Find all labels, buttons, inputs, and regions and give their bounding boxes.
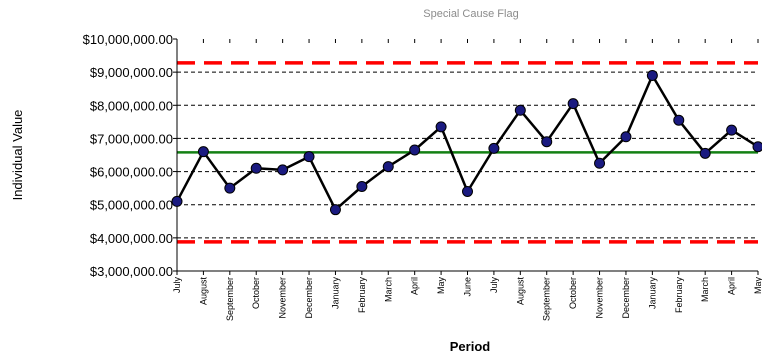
x-tick-label: January <box>647 277 657 310</box>
x-axis-title: Period <box>450 339 491 354</box>
x-tick-label: February <box>357 277 367 314</box>
data-point <box>250 162 262 174</box>
axes <box>176 39 758 272</box>
x-tick-label: October <box>251 277 261 309</box>
x-tick-label: November <box>278 277 288 319</box>
data-point <box>462 185 473 197</box>
legend-label: Special Cause Flag <box>423 8 518 20</box>
x-tick-label: December <box>621 277 631 319</box>
y-tick-label: $4,000,000.00 <box>90 231 173 246</box>
x-tick-label: August <box>515 277 525 306</box>
limit-lines <box>177 61 758 244</box>
x-tick-label: January <box>330 277 340 310</box>
x-tick-label: July <box>172 277 182 294</box>
data-point <box>224 182 236 194</box>
x-tick-label: November <box>595 277 605 319</box>
data-point <box>329 204 341 216</box>
x-tick-label: May <box>753 277 762 295</box>
y-tick-label: $6,000,000.00 <box>90 165 173 180</box>
x-tick-label: June <box>463 277 473 297</box>
series-individual-value <box>171 69 762 216</box>
data-point <box>646 69 658 81</box>
data-point <box>356 180 368 192</box>
data-point <box>699 147 711 159</box>
data-point <box>594 157 606 169</box>
x-tick-label: March <box>383 277 393 302</box>
data-point <box>197 146 209 158</box>
data-point <box>752 141 762 153</box>
x-axis-ticks: July August September October November Decemb… <box>172 39 762 321</box>
x-tick-label: April <box>410 277 420 295</box>
x-tick-label: October <box>568 277 578 309</box>
y-tick-label: $8,000,000.00 <box>90 98 173 113</box>
x-tick-label: December <box>304 277 314 319</box>
data-point <box>435 121 447 133</box>
gridlines <box>177 71 758 239</box>
y-tick-label: $10,000,000.00 <box>83 32 173 47</box>
data-point <box>620 131 632 143</box>
x-tick-label: February <box>674 277 684 314</box>
y-axis-title: Individual Value <box>10 110 25 201</box>
data-point <box>673 114 685 126</box>
data-point <box>567 98 579 110</box>
x-tick-label: April <box>727 277 737 295</box>
y-tick-label: $5,000,000.00 <box>90 198 173 213</box>
y-tick-label: $7,000,000.00 <box>90 131 173 146</box>
data-point <box>488 142 500 154</box>
data-point <box>726 124 738 136</box>
data-point <box>409 144 421 156</box>
x-tick-label: March <box>700 277 710 302</box>
data-point <box>514 104 526 116</box>
data-point <box>303 151 315 163</box>
y-tick-label: $9,000,000.00 <box>90 65 173 80</box>
y-axis-ticks: $3,000,000.00 $4,000,000.00 $5,000,000.00 $… <box>83 32 177 279</box>
data-point <box>277 164 289 176</box>
y-tick-label: $3,000,000.00 <box>90 264 173 279</box>
x-tick-label: August <box>198 277 208 306</box>
x-tick-label: September <box>542 277 552 321</box>
data-point <box>382 161 394 173</box>
data-point <box>171 195 183 207</box>
x-tick-label: July <box>489 277 499 294</box>
x-tick-label: May <box>436 277 446 295</box>
x-tick-label: September <box>225 277 235 321</box>
data-point <box>541 136 553 148</box>
